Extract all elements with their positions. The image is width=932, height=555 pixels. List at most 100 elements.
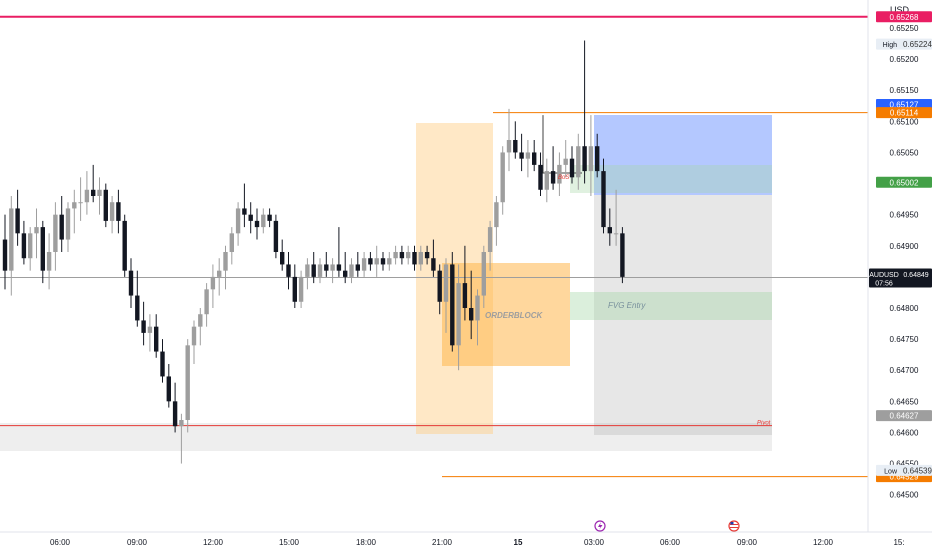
price-badge-label: 0.65127 <box>890 101 919 110</box>
candle-body <box>286 264 291 277</box>
price-tick-label: 0.65150 <box>890 86 919 95</box>
candle-body <box>84 189 90 203</box>
candle-body <box>72 202 77 209</box>
candle-body <box>576 146 581 178</box>
candle-body <box>179 420 184 427</box>
candle-body <box>91 189 96 196</box>
candle-body <box>305 264 310 277</box>
fvg-entry-zone[interactable] <box>570 292 772 320</box>
candle-body <box>128 270 134 296</box>
price-tick-label: 0.65250 <box>890 24 919 33</box>
candle-body <box>191 326 197 346</box>
symbol-badge[interactable] <box>869 268 932 288</box>
time-tick-label: 06:00 <box>660 538 681 547</box>
price-tick-label: 0.64950 <box>890 211 919 220</box>
candle-body <box>412 252 417 265</box>
candle-body <box>601 171 606 228</box>
countdown-label: 07:56 <box>875 281 893 288</box>
price-badge <box>876 410 932 422</box>
symbol-name: AUDUSD <box>869 272 899 279</box>
candle-body <box>544 171 549 190</box>
price-badge-label: 0.64539 <box>903 466 932 475</box>
price-badge-tag: High <box>883 42 898 49</box>
lines-layer <box>0 15 868 478</box>
price-badge-tag: Low <box>884 468 898 475</box>
time-tick-label: 06:00 <box>50 538 71 547</box>
candle-body <box>343 270 348 277</box>
candle-body <box>380 258 386 265</box>
candle-body <box>2 239 8 271</box>
candle-body <box>242 208 247 215</box>
candle-body <box>443 264 449 302</box>
candle-body <box>506 140 512 153</box>
candle-body <box>210 276 216 290</box>
candle-body <box>330 264 335 271</box>
candle-body <box>349 264 354 277</box>
pivot-label: Pivot <box>757 421 771 427</box>
price-tick-label: 0.64700 <box>890 366 919 375</box>
candle-body <box>65 208 71 240</box>
candle-body <box>217 270 222 277</box>
candle-body <box>532 152 537 165</box>
price-tick-label: 0.65100 <box>890 117 919 126</box>
candle-body <box>21 233 27 259</box>
orderblock-zone[interactable] <box>442 263 570 366</box>
price-badge-label: 0.65268 <box>890 13 919 22</box>
price-tick-label: 0.64500 <box>890 491 919 500</box>
candle-body <box>525 152 531 159</box>
candle-body <box>563 158 568 165</box>
candle-body <box>78 202 83 204</box>
price-tick-label: 0.64750 <box>890 335 919 344</box>
candle-body <box>122 220 127 271</box>
time-tick-label: 21:00 <box>432 538 453 547</box>
candle-body <box>116 202 121 221</box>
price-badge-label: 0.64627 <box>890 412 919 421</box>
time-tick-label: 12:00 <box>203 538 224 547</box>
candle-body <box>406 252 411 259</box>
events-layer[interactable] <box>594 520 740 532</box>
candle-body <box>154 326 159 352</box>
target-zone[interactable] <box>594 115 772 195</box>
price-badge <box>876 464 932 476</box>
candle-body <box>223 252 228 271</box>
candle-body <box>487 227 493 252</box>
last-price: 0.64849 <box>903 272 928 279</box>
candle-body <box>59 214 64 240</box>
candle-body <box>355 264 360 271</box>
time-tick-label: 12:00 <box>813 538 834 547</box>
time-tick-label: 15 <box>514 538 523 547</box>
fvg-entry-label: FVG Entry <box>608 301 646 310</box>
time-tick-label: 09:00 <box>127 538 148 547</box>
candle-body <box>481 252 486 296</box>
candle-body <box>607 227 612 234</box>
time-axis[interactable]: 06:00 09:00 12:00 15:00 18:00 21:00 15 03:00 06:… <box>0 531 932 547</box>
candle-body <box>261 214 266 228</box>
price-tick-label: 0.64900 <box>890 242 919 251</box>
price-axis[interactable]: USD 0.65250 0.65200 0.65150 0.65100 0.65050 0… <box>867 0 932 532</box>
price-badge-label: 0.65224 <box>903 40 932 49</box>
candle-body <box>393 252 398 259</box>
candle-body <box>198 314 203 327</box>
flash-icon[interactable] <box>594 520 606 532</box>
candle-body <box>324 264 329 271</box>
candle-body <box>500 152 505 203</box>
candle-body <box>437 270 442 302</box>
candle-body <box>160 351 165 377</box>
candle-body <box>97 189 102 196</box>
price-tick-label: 0.65050 <box>890 148 919 157</box>
candle-body <box>336 264 342 271</box>
candle-body <box>229 233 234 252</box>
candle-body <box>53 214 58 252</box>
candle-body <box>267 214 272 221</box>
candle-body <box>431 258 436 271</box>
candle-body <box>418 252 423 265</box>
candle-body <box>280 252 285 265</box>
candle-body <box>235 208 241 234</box>
orderblock-label: ORDERBLOCK <box>485 311 544 320</box>
price-badge <box>876 107 932 119</box>
time-tick-label: 03:00 <box>584 538 605 547</box>
time-tick-label: 18:00 <box>356 538 377 547</box>
candle-body <box>399 252 405 259</box>
